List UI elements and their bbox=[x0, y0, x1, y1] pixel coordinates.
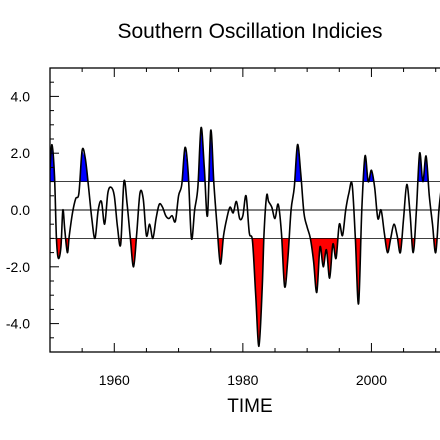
y-axis: -4.0 -2.0 0.0 2.0 4.0 bbox=[6, 67, 59, 353]
y-tick-label: 4.0 bbox=[11, 88, 31, 104]
negative-fill-3 bbox=[130, 238, 137, 267]
chart-title: Southern Oscillation Indicies bbox=[117, 20, 383, 43]
positive-fill-3 bbox=[198, 127, 206, 182]
x-tick-label: 2000 bbox=[356, 372, 387, 388]
negative-fill-6 bbox=[281, 238, 290, 287]
positive-fill-0 bbox=[50, 144, 55, 182]
negative-fill-0 bbox=[56, 238, 62, 259]
y-tick-label: -4.0 bbox=[6, 316, 30, 332]
x-axis: 1960198020002020 bbox=[49, 68, 437, 388]
x-tick-label: 1960 bbox=[99, 372, 130, 388]
x-tick-label: 1980 bbox=[227, 372, 258, 388]
threshold-fills bbox=[50, 127, 437, 347]
y-tick-label: 2.0 bbox=[11, 145, 31, 161]
positive-fill-5 bbox=[294, 144, 302, 182]
x-axis-label: TIME bbox=[227, 396, 273, 417]
positive-fill-2 bbox=[182, 147, 189, 182]
y-tick-label: -2.0 bbox=[6, 259, 30, 275]
y-tick-label: 0.0 bbox=[11, 202, 31, 218]
soi-series-line bbox=[50, 126, 440, 348]
